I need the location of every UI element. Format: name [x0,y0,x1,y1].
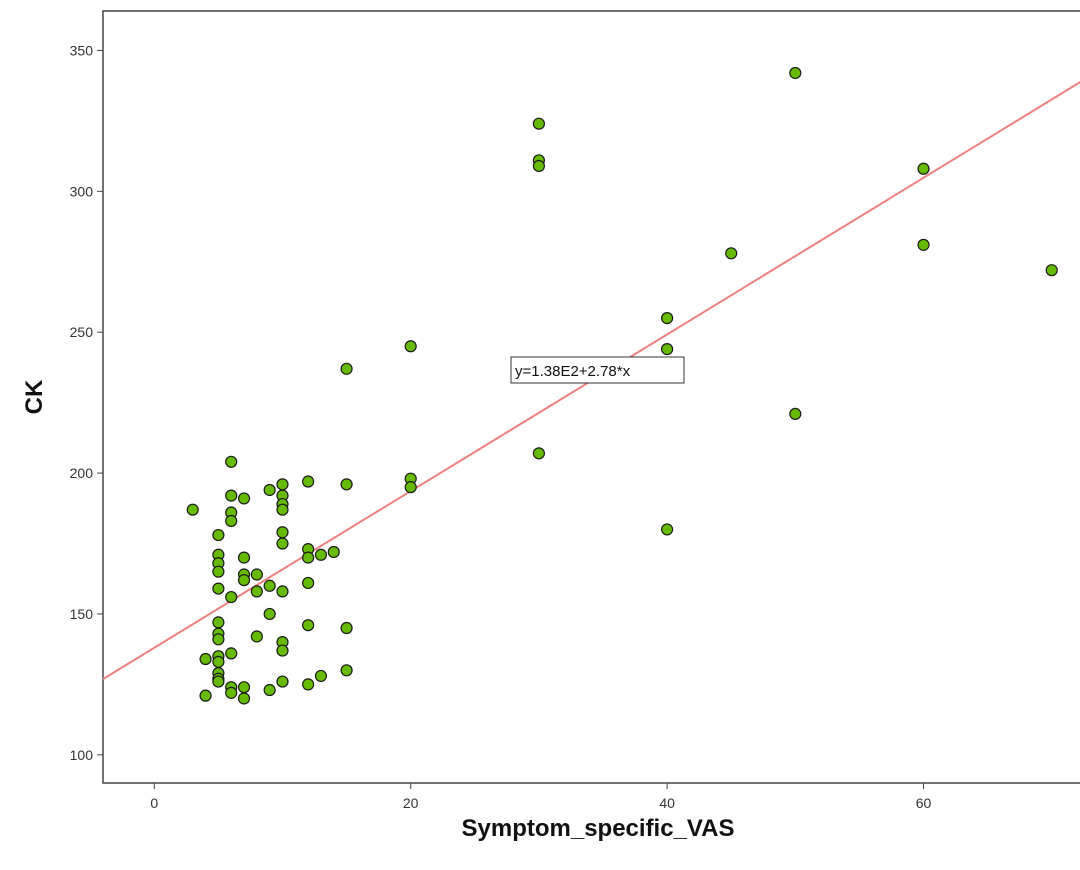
data-point [276,644,289,657]
data-point [225,686,238,699]
data-point [276,503,289,516]
y-tick-label: 150 [70,606,94,622]
data-point [276,526,289,539]
fit-equation-box [510,356,685,384]
data-point [237,551,251,564]
data-point [327,545,340,559]
data-point [661,312,674,325]
data-point [225,455,238,468]
data-point [250,568,263,581]
points-layer [186,66,1058,705]
data-point [199,652,212,666]
data-point [263,579,276,592]
data-point [1045,264,1058,277]
data-point [212,565,225,578]
data-point [250,630,263,643]
fit-equation-text: y=1.38E2+2.78*x [515,363,631,380]
y-axis-title: CK [21,379,48,414]
data-point [225,590,238,604]
data-point [276,675,289,688]
data-point [340,621,353,635]
data-point [250,585,263,598]
data-point [263,683,276,697]
data-point [789,66,802,80]
data-point [212,655,225,668]
y-tick-label: 200 [70,465,94,481]
data-point [302,475,315,488]
data-point [276,537,289,550]
data-point [237,574,251,587]
data-point [725,247,738,260]
x-tick-label: 60 [916,795,932,811]
data-point [186,503,199,516]
data-point [212,528,225,542]
y-tick-label: 300 [70,183,94,199]
data-point [340,478,353,491]
y-tick-label: 350 [70,42,94,58]
x-axis-title: Symptom_specific_VAS [462,815,735,842]
y-tick-label: 250 [70,324,94,340]
data-point [661,343,674,356]
data-point [212,633,225,646]
x-tick-label: 20 [403,795,419,811]
data-point [276,478,289,491]
data-point [404,340,417,353]
plot-frame [102,10,1080,784]
data-point [314,669,328,683]
data-point [302,551,315,564]
fit-equation-label: y=1.38E2+2.78*x [510,356,685,384]
data-point [263,607,276,621]
data-point [225,489,238,502]
data-point [532,447,545,460]
data-point [199,689,212,702]
data-point [314,548,328,561]
data-point [212,675,225,688]
data-point [212,616,225,629]
data-point [212,582,225,595]
data-point [302,678,315,691]
data-point [532,117,545,130]
data-point [225,647,238,660]
x-tick-label: 40 [659,795,675,811]
data-point [276,585,289,598]
data-point [340,362,353,375]
data-point [263,483,276,497]
data-point [789,407,802,421]
data-point [404,481,417,494]
data-point [237,492,251,505]
data-point [302,576,315,590]
data-point [661,523,674,536]
axes: 0 20 40 60 100 150 200 250 300 350 [70,42,932,811]
data-point [225,514,238,528]
y-tick-label: 100 [70,747,94,763]
data-point [917,162,930,175]
data-point [917,238,930,251]
data-point [340,664,353,677]
data-point [237,681,251,694]
data-point [302,619,315,632]
data-point [237,692,251,705]
data-point [532,159,545,173]
x-tick-label: 0 [150,795,158,811]
